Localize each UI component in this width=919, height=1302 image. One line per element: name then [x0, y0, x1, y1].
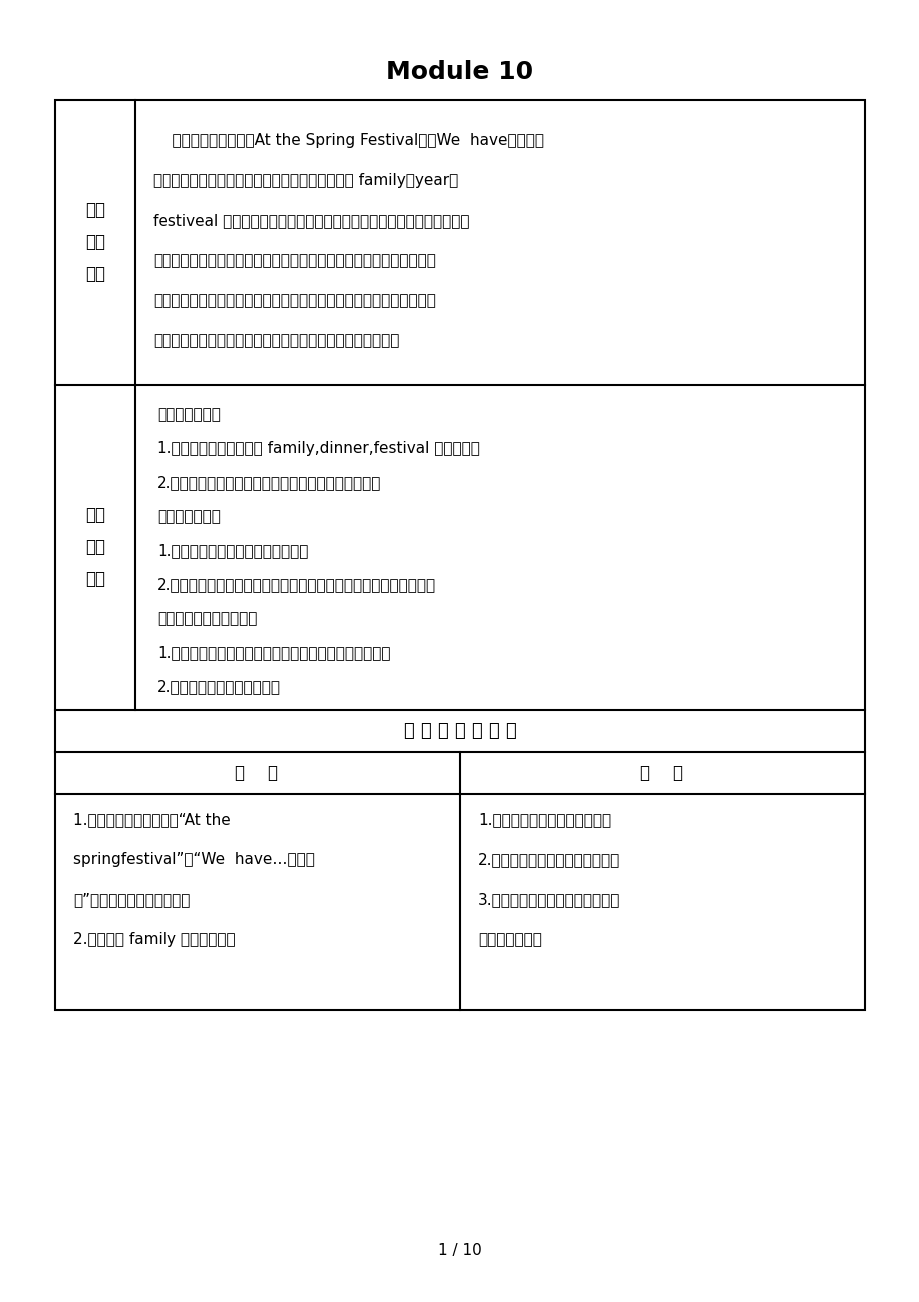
Text: 型为依托，较为集中地进行了一些名词的教学，如 family、year、: 型为依托，较为集中地进行了一些名词的教学，如 family、year、: [153, 173, 458, 187]
Text: 难    点: 难 点: [640, 764, 683, 783]
Text: 3.创设实际情景，让学生在角色扑: 3.创设实际情景，让学生在角色扑: [478, 892, 619, 907]
Bar: [55, 100, 864, 1010]
Text: 言习得的目的。我觉得我们的教学思路应循着教材来源于生活，又回归: 言习得的目的。我觉得我们的教学思路应循着教材来源于生活，又回归: [153, 293, 436, 309]
Text: 2.学会本单元的常用口语，正确运用关于节日的句型。: 2.学会本单元的常用口语，正确运用关于节日的句型。: [157, 475, 381, 490]
Text: 单元
教材
分析: 单元 教材 分析: [85, 201, 105, 283]
Text: springfestival”和“We  have…这个句: springfestival”和“We have…这个句: [73, 852, 314, 867]
Text: 1.以面向全体为基准进行教学。: 1.以面向全体为基准进行教学。: [478, 812, 610, 827]
Text: 演中运用语言。: 演中运用语言。: [478, 932, 541, 947]
Text: 1.能够正确运用新的句型“At the: 1.能够正确运用新的句型“At the: [73, 812, 231, 827]
Text: 本模块的话题便围绕At the Spring Festival，以We  have～这个句: 本模块的话题便围绕At the Spring Festival，以We have…: [153, 133, 543, 148]
Text: 1.能正确地听说读写单词 family,dinner,festival 等新单词。: 1.能正确地听说读写单词 family,dinner,festival 等新单词…: [157, 441, 480, 456]
Text: 2.激发学生学习英语的兴趣。: 2.激发学生学习英语的兴趣。: [157, 680, 280, 694]
Text: 1 / 10: 1 / 10: [437, 1242, 482, 1258]
Text: 三、情感、态度、价值观: 三、情感、态度、价值观: [157, 611, 257, 626]
Text: 重    点: 重 点: [235, 764, 278, 783]
Text: 2.引导学生在课文情景中感知语言: 2.引导学生在课文情景中感知语言: [478, 852, 619, 867]
Text: festiveal 等。这一模块两个单元分别从我们的节日出发，通过创设学生: festiveal 等。这一模块两个单元分别从我们的节日出发，通过创设学生: [153, 214, 469, 228]
Text: 二、过程与方法: 二、过程与方法: [157, 509, 221, 523]
Text: Module 10: Module 10: [386, 60, 533, 85]
Text: 单 元 训 练 重 难 点: 单 元 训 练 重 难 点: [403, 723, 516, 740]
Text: 到生活的理念，借助教材学习表达，创设实际情景习得语言。: 到生活的理念，借助教材学习表达，创设实际情景习得语言。: [153, 333, 399, 348]
Text: 一、知识与技能: 一、知识与技能: [157, 408, 221, 422]
Text: 1.引导学生在课文情景中感知语言；: 1.引导学生在课文情景中感知语言；: [157, 543, 308, 559]
Text: 型”来谈论关于节日的特点。: 型”来谈论关于节日的特点。: [73, 892, 190, 907]
Text: 单元
教学
目标: 单元 教学 目标: [85, 506, 105, 589]
Text: 2.掌握单词 family 等月份名词。: 2.掌握单词 family 等月份名词。: [73, 932, 235, 947]
Text: 2.培养学生听、说和运用英语的能力；培养学生与他人合作的能力。: 2.培养学生听、说和运用英语的能力；培养学生与他人合作的能力。: [157, 577, 436, 592]
Text: 1.通过学习让学生感受赞赏别人带给自己和他人的快乐。: 1.通过学习让学生感受赞赏别人带给自己和他人的快乐。: [157, 644, 390, 660]
Text: 熟悉的语言情景，用这些名词来频繁地描述我们熟悉的节日，以达到语: 熟悉的语言情景，用这些名词来频繁地描述我们熟悉的节日，以达到语: [153, 253, 436, 268]
